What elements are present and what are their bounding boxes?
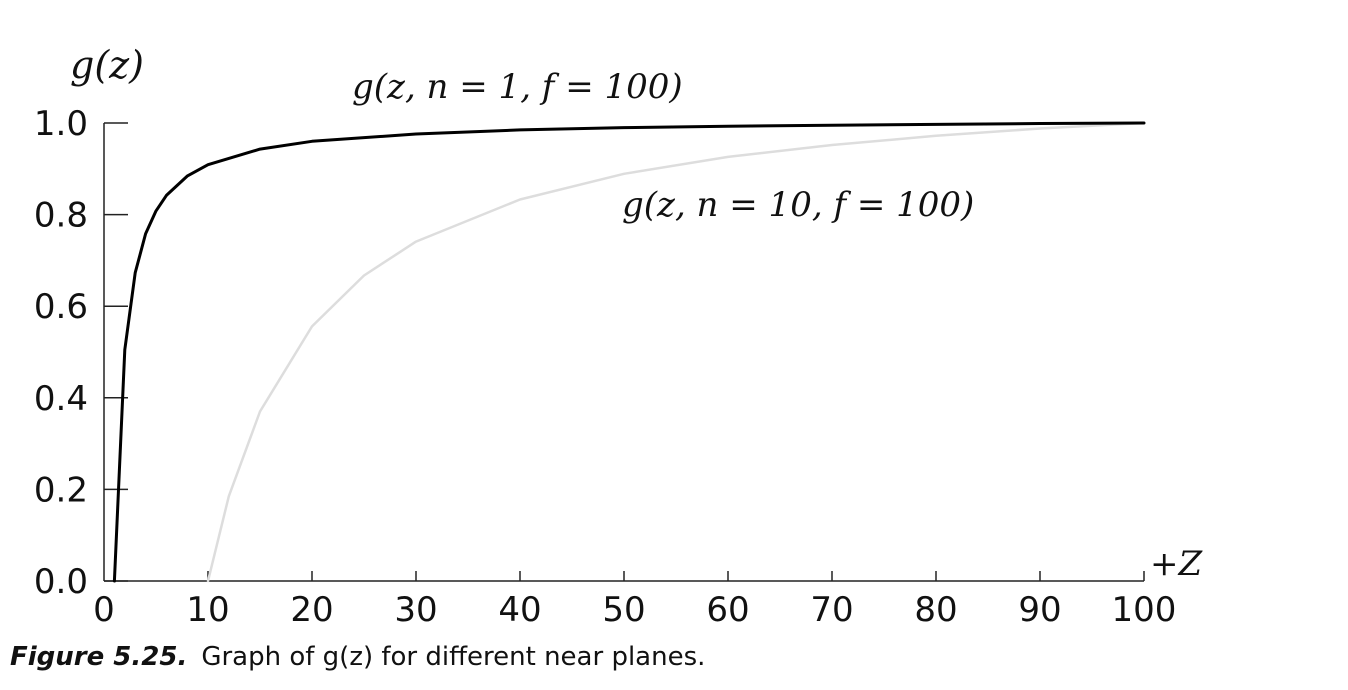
x-tick-label: 30 xyxy=(394,590,437,630)
x-tick-label: 70 xyxy=(810,590,853,630)
x-tick-label: 90 xyxy=(1018,590,1061,630)
series-label-n1: g(z, n = 1, f = 100) xyxy=(352,67,683,107)
x-axis-label: +Z xyxy=(1150,544,1203,584)
x-tick-label: 50 xyxy=(602,590,645,630)
y-tick-label: 0.2 xyxy=(34,470,88,510)
x-tick-label: 20 xyxy=(290,590,333,630)
x-tick-label: 60 xyxy=(706,590,749,630)
figure-caption: Figure 5.25. Graph of g(z) for different … xyxy=(10,642,705,672)
x-tick-label: 40 xyxy=(498,590,541,630)
axes: 0 10 20 30 40 50 60 70 80 90 100 0.0 0.2 0.4 0.6 0.8 1.0 xyxy=(34,104,1177,630)
series-line-1 xyxy=(206,121,1146,583)
x-tick-label: 100 xyxy=(1112,590,1177,630)
y-tick-label: 0.6 xyxy=(34,287,88,327)
series-group xyxy=(112,121,1146,583)
x-tick-label: 0 xyxy=(93,590,115,630)
x-tick-label: 10 xyxy=(186,590,229,630)
y-tick-label: 1.0 xyxy=(34,104,88,144)
y-tick-label: 0.0 xyxy=(34,562,88,602)
y-axis-label: g(z) xyxy=(70,43,144,87)
caption-text: Graph of g(z) for different near planes. xyxy=(201,642,706,672)
caption-lead: Figure 5.25. xyxy=(10,642,188,672)
series-line-0 xyxy=(112,121,1146,583)
y-tick-label: 0.4 xyxy=(34,379,88,419)
series-label-n10: g(z, n = 10, f = 100) xyxy=(622,185,974,225)
x-tick-label: 80 xyxy=(914,590,957,630)
y-tick-label: 0.8 xyxy=(34,196,88,236)
chart: 0 10 20 30 40 50 60 70 80 90 100 0.0 0.2 0.4 0.6 0.8 1.0… xyxy=(34,43,1204,630)
